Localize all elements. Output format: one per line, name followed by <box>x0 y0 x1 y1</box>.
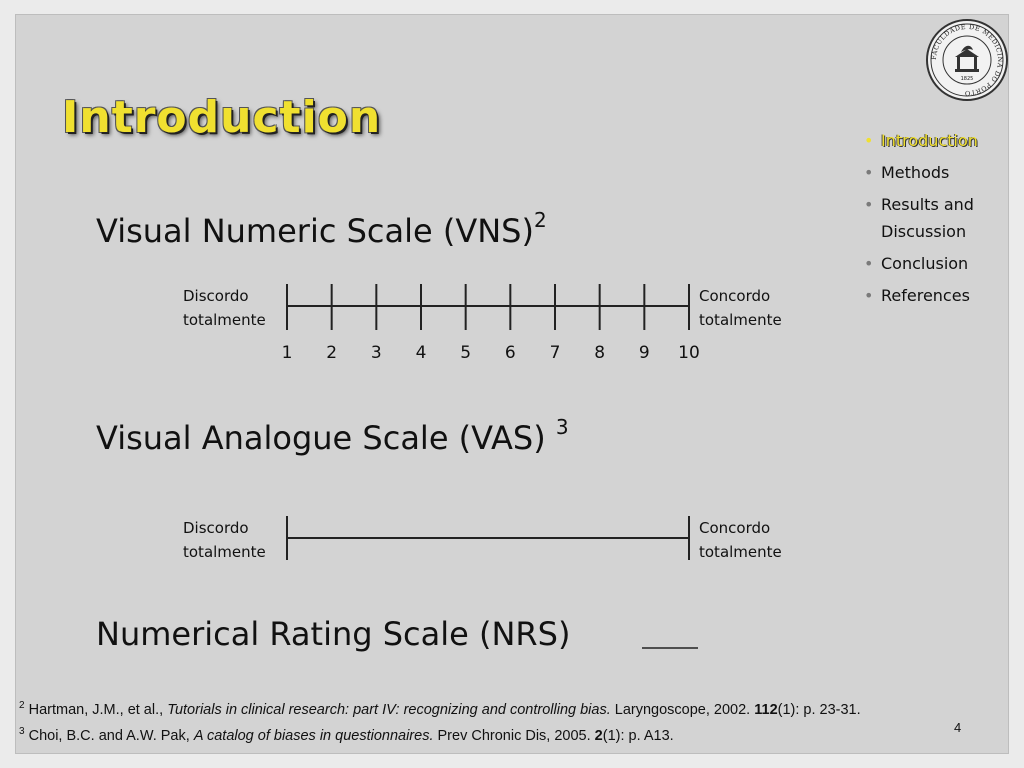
vns-heading: Visual Numeric Scale (VNS)2 <box>96 208 547 250</box>
reference-2-pages: (1): p. 23-31. <box>777 701 861 718</box>
vns-tick-label: 8 <box>594 343 605 363</box>
slide <box>15 14 1009 754</box>
university-seal-icon: FACULDADE DE MEDICINA DO PORTO 1825 <box>926 19 1008 101</box>
nav-item-methods[interactable]: Methods <box>860 159 993 186</box>
vns-tick-label: 5 <box>460 343 471 363</box>
vas-footnote-ref: 3 <box>555 415 569 439</box>
vns-tick-label: 6 <box>505 343 516 363</box>
references: 2 Hartman, J.M., et al., Tutorials in cl… <box>19 695 861 747</box>
vas-heading-text: Visual Analogue Scale (VAS) <box>96 419 546 457</box>
vns-right-label-line1: Concordo <box>699 287 771 305</box>
vns-right-label-line2: totalmente <box>699 311 782 329</box>
nav-item-introduction[interactable]: Introduction <box>860 127 993 154</box>
reference-3-authors: Choi, B.C. and A.W. Pak, <box>24 727 194 744</box>
vns-left-label-line1: Discordo <box>183 287 249 305</box>
vns-scale: 1 2 3 4 5 6 7 8 9 10 <box>282 284 700 363</box>
outline-nav: Introduction Methods Results and Discuss… <box>860 127 993 314</box>
vns-tick-label: 7 <box>550 343 561 363</box>
page-title: Introduction <box>62 92 382 143</box>
vns-left-label: Discordo totalmente <box>183 284 266 332</box>
nrs-heading-text: Numerical Rating Scale (NRS) <box>96 615 571 653</box>
vns-tick-label: 9 <box>639 343 650 363</box>
reference-3: 3 Choi, B.C. and A.W. Pak, A catalog of … <box>19 721 861 747</box>
nrs-heading: Numerical Rating Scale (NRS) <box>96 615 570 653</box>
reference-3-pages: (1): p. A13. <box>602 727 674 744</box>
vns-right-label: Concordo totalmente <box>699 284 782 332</box>
scales-drawing: 1 2 3 4 5 6 7 8 9 10 <box>282 284 700 649</box>
reference-2-journal: Laryngoscope, 2002. <box>610 701 755 718</box>
reference-3-number: 3 <box>19 725 25 737</box>
reference-2-volume: 112 <box>754 701 778 718</box>
vns-tick-label: 2 <box>326 343 337 363</box>
reference-2-title: Tutorials in clinical research: part IV:… <box>167 701 611 718</box>
vas-left-label-line2: totalmente <box>183 543 266 561</box>
vas-left-label-line1: Discordo <box>183 519 249 537</box>
reference-2-authors: Hartman, J.M., et al., <box>24 701 168 718</box>
vns-tick-label: 4 <box>416 343 427 363</box>
vas-right-label-line2: totalmente <box>699 543 782 561</box>
vns-tick-label: 3 <box>371 343 382 363</box>
reference-2: 2 Hartman, J.M., et al., Tutorials in cl… <box>19 695 861 721</box>
reference-2-number: 2 <box>19 700 25 711</box>
reference-3-journal: Prev Chronic Dis, 2005. <box>433 727 595 744</box>
vns-footnote-ref: 2 <box>533 208 547 232</box>
vas-right-label-line1: Concordo <box>699 519 771 537</box>
nav-item-results[interactable]: Results and Discussion <box>860 191 993 245</box>
logo-year: 1825 <box>961 76 974 82</box>
vns-tick-label: 10 <box>678 343 700 363</box>
vns-tick-label: 1 <box>282 343 293 363</box>
vns-heading-text: Visual Numeric Scale (VNS) <box>96 212 534 250</box>
page-number: 4 <box>954 720 962 735</box>
nav-item-conclusion[interactable]: Conclusion <box>860 250 993 277</box>
vas-left-label: Discordo totalmente <box>183 516 266 564</box>
reference-3-volume: 2 <box>594 727 603 744</box>
nav-item-references[interactable]: References <box>860 282 993 309</box>
vas-right-label: Concordo totalmente <box>699 516 782 564</box>
vns-left-label-line2: totalmente <box>183 311 266 329</box>
vas-heading: Visual Analogue Scale (VAS) 3 <box>96 415 569 457</box>
reference-3-title: A catalog of biases in questionnaires. <box>193 727 434 744</box>
